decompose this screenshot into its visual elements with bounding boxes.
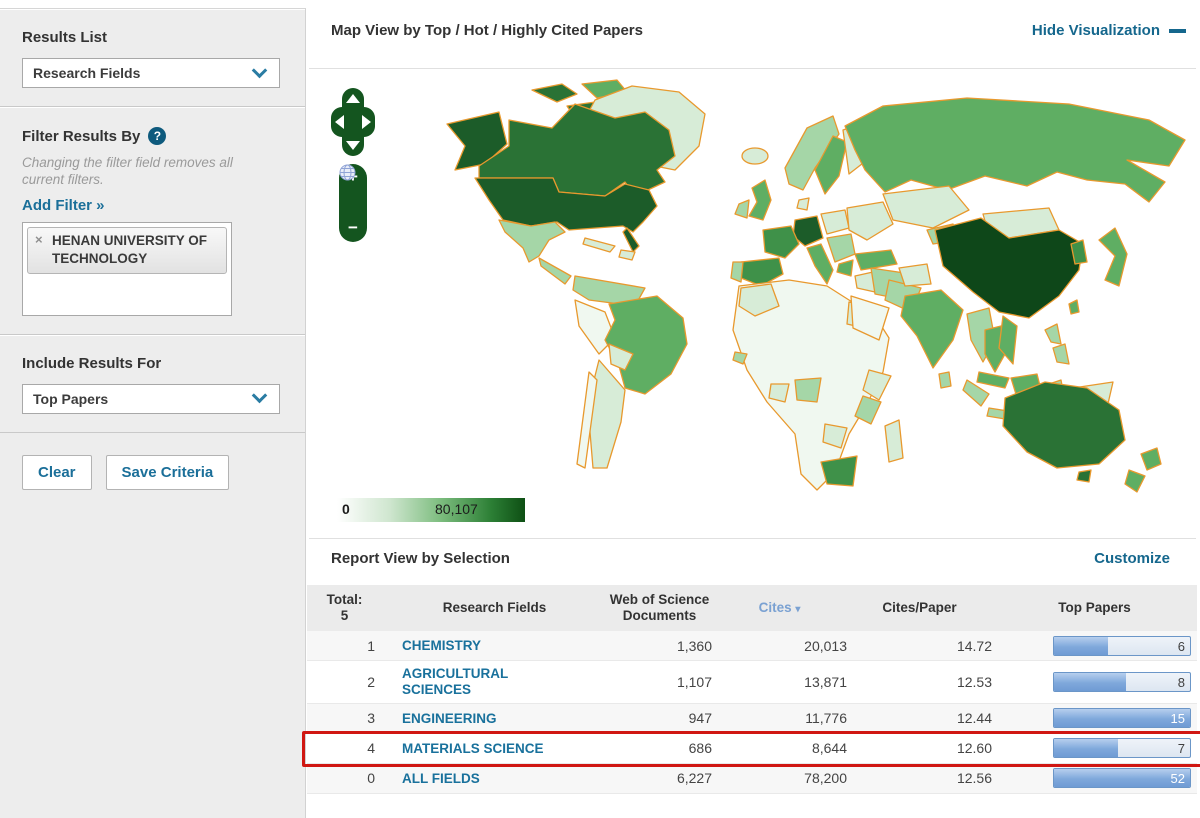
report-view-title: Report View by Selection <box>331 550 510 567</box>
cites-cell: 13,871 <box>804 673 847 690</box>
sort-descending-icon: ▾ <box>795 603 801 615</box>
legend-max-value: 80,107 <box>435 501 478 517</box>
legend-min-value: 0 <box>342 501 350 517</box>
divider <box>309 68 1196 69</box>
clear-button[interactable]: Clear <box>22 454 92 490</box>
map-view-title: Map View by Top / Hot / Highly Cited Pap… <box>331 22 643 39</box>
hide-visualization-label: Hide Visualization <box>1031 22 1160 39</box>
cites-per-paper-cell: 12.60 <box>956 740 992 757</box>
research-field-link[interactable]: ENGINEERING <box>402 710 497 726</box>
save-criteria-button[interactable]: Save Criteria <box>105 454 230 490</box>
col-top-papers: Top Papers <box>1058 599 1131 615</box>
cites-per-paper-cell: 12.44 <box>956 710 992 727</box>
research-field-link[interactable]: MATERIALS SCIENCE <box>402 740 544 756</box>
top-papers-bar-fill <box>1054 769 1190 788</box>
remove-filter-icon[interactable]: × <box>35 231 43 247</box>
filter-tag-label: HENAN UNIVERSITY OF TECHNOLOGY <box>52 232 208 266</box>
table-row: 2 AGRICULTURAL SCIENCES 1,107 13,871 12.… <box>307 661 1197 704</box>
col-cites-per-paper: Cites/Paper <box>882 599 957 615</box>
rank-cell: 1 <box>367 637 375 654</box>
minus-icon <box>1169 28 1186 33</box>
top-papers-bar-fill <box>1054 636 1109 655</box>
research-field-link[interactable]: AGRICULTURAL SCIENCES <box>402 666 508 697</box>
cites-per-paper-cell: 12.53 <box>956 673 992 690</box>
research-field-link[interactable]: ALL FIELDS <box>402 770 480 786</box>
results-list-dropdown[interactable]: Research Fields <box>22 58 280 88</box>
cites-cell: 8,644 <box>811 740 847 757</box>
cites-cell: 11,776 <box>805 710 847 727</box>
table-row: 1 CHEMISTRY 1,360 20,013 14.72 6 <box>307 631 1197 661</box>
sidebar: Results List Research Fields Filter Resu… <box>0 8 306 818</box>
wos-documents-cell: 1,107 <box>676 673 712 690</box>
rank-cell: 4 <box>367 740 375 757</box>
top-papers-bar: 7 <box>1053 738 1191 759</box>
research-field-link[interactable]: CHEMISTRY <box>402 638 482 654</box>
results-list-dropdown-value: Research Fields <box>33 65 141 81</box>
pan-left-icon[interactable] <box>335 115 344 129</box>
top-papers-value: 8 <box>1177 674 1185 690</box>
top-papers-value: 52 <box>1170 771 1185 787</box>
pan-down-icon[interactable] <box>346 141 360 150</box>
active-filters-box: × HENAN UNIVERSITY OF TECHNOLOGY <box>22 221 232 316</box>
wos-documents-cell: 6,227 <box>676 770 712 787</box>
include-results-label: Include Results For <box>22 354 162 372</box>
wos-documents-cell: 686 <box>688 740 712 757</box>
cites-per-paper-cell: 14.72 <box>956 637 992 654</box>
customize-link[interactable]: Customize <box>1094 550 1170 567</box>
help-icon[interactable]: ? <box>148 127 167 145</box>
table-header-row: Total: 5 Research Fields Web of Science … <box>307 585 1197 631</box>
col-research-fields: Research Fields <box>442 599 547 615</box>
pan-up-icon[interactable] <box>346 94 360 103</box>
filter-note: Changing the filter field removes all cu… <box>22 155 233 187</box>
rank-cell: 3 <box>367 710 375 727</box>
table-row: 3 ENGINEERING 947 11,776 12.44 15 <box>307 703 1197 734</box>
zoom-out-button[interactable]: − <box>348 218 358 237</box>
hide-visualization-link[interactable]: Hide Visualization <box>1032 22 1186 39</box>
rank-cell: 0 <box>367 770 375 787</box>
wos-documents-cell: 1,360 <box>676 637 712 654</box>
include-results-section: Include Results For Top Papers <box>0 335 305 433</box>
top-papers-value: 15 <box>1170 711 1185 727</box>
top-papers-bar-fill <box>1054 739 1118 758</box>
filter-title: Filter Results By <box>22 127 141 145</box>
col-wos-documents: Web of Science Documents <box>609 591 710 623</box>
cites-per-paper-cell: 12.56 <box>956 770 992 787</box>
table-row: 0 ALL FIELDS 6,227 78,200 12.56 52 <box>307 763 1197 794</box>
main-content: Map View by Top / Hot / Highly Cited Pap… <box>302 0 1200 818</box>
top-papers-value: 7 <box>1177 741 1185 757</box>
pan-right-icon[interactable] <box>362 115 371 129</box>
report-table: Total: 5 Research Fields Web of Science … <box>307 585 1197 794</box>
filter-section: Filter Results By ? Changing the filter … <box>0 107 305 335</box>
world-map[interactable] <box>327 72 1199 502</box>
top-papers-bar: 15 <box>1053 708 1191 729</box>
divider <box>309 538 1196 539</box>
include-results-dropdown[interactable]: Top Papers <box>22 383 280 414</box>
top-papers-bar: 52 <box>1053 768 1191 789</box>
results-list-label: Results List <box>22 29 108 46</box>
chevron-down-icon <box>251 62 268 78</box>
wos-documents-cell: 947 <box>688 710 712 727</box>
globe-icon[interactable] <box>339 164 356 181</box>
map-pan-control[interactable] <box>331 88 375 156</box>
table-body: 1 CHEMISTRY 1,360 20,013 14.72 6 2 AGRIC… <box>307 631 1197 794</box>
table-row: 4 MATERIALS SCIENCE 686 8,644 12.60 7 <box>307 734 1197 764</box>
map-legend-gradient: 0 80,107 <box>337 498 525 522</box>
results-list-section: Results List Research Fields <box>0 9 305 107</box>
filter-tag[interactable]: × HENAN UNIVERSITY OF TECHNOLOGY <box>27 226 227 274</box>
world-map-container: + − 0 80,107 <box>327 72 1199 522</box>
col-total: Total: 5 <box>326 591 363 623</box>
top-papers-bar: 6 <box>1053 635 1191 656</box>
map-zoom-control[interactable]: + − <box>339 164 367 242</box>
include-results-dropdown-value: Top Papers <box>33 390 109 407</box>
top-papers-bar-fill <box>1054 709 1190 728</box>
top-papers-bar: 8 <box>1053 671 1191 692</box>
add-filter-link[interactable]: Add Filter » <box>22 196 105 214</box>
col-cites-sort[interactable]: Cites ▾ <box>758 599 801 615</box>
cites-cell: 20,013 <box>804 637 847 654</box>
top-papers-value: 6 <box>1177 638 1185 654</box>
cites-cell: 78,200 <box>804 770 847 787</box>
rank-cell: 2 <box>367 673 375 690</box>
top-papers-bar-fill <box>1054 672 1127 691</box>
chevron-down-icon <box>251 387 268 404</box>
